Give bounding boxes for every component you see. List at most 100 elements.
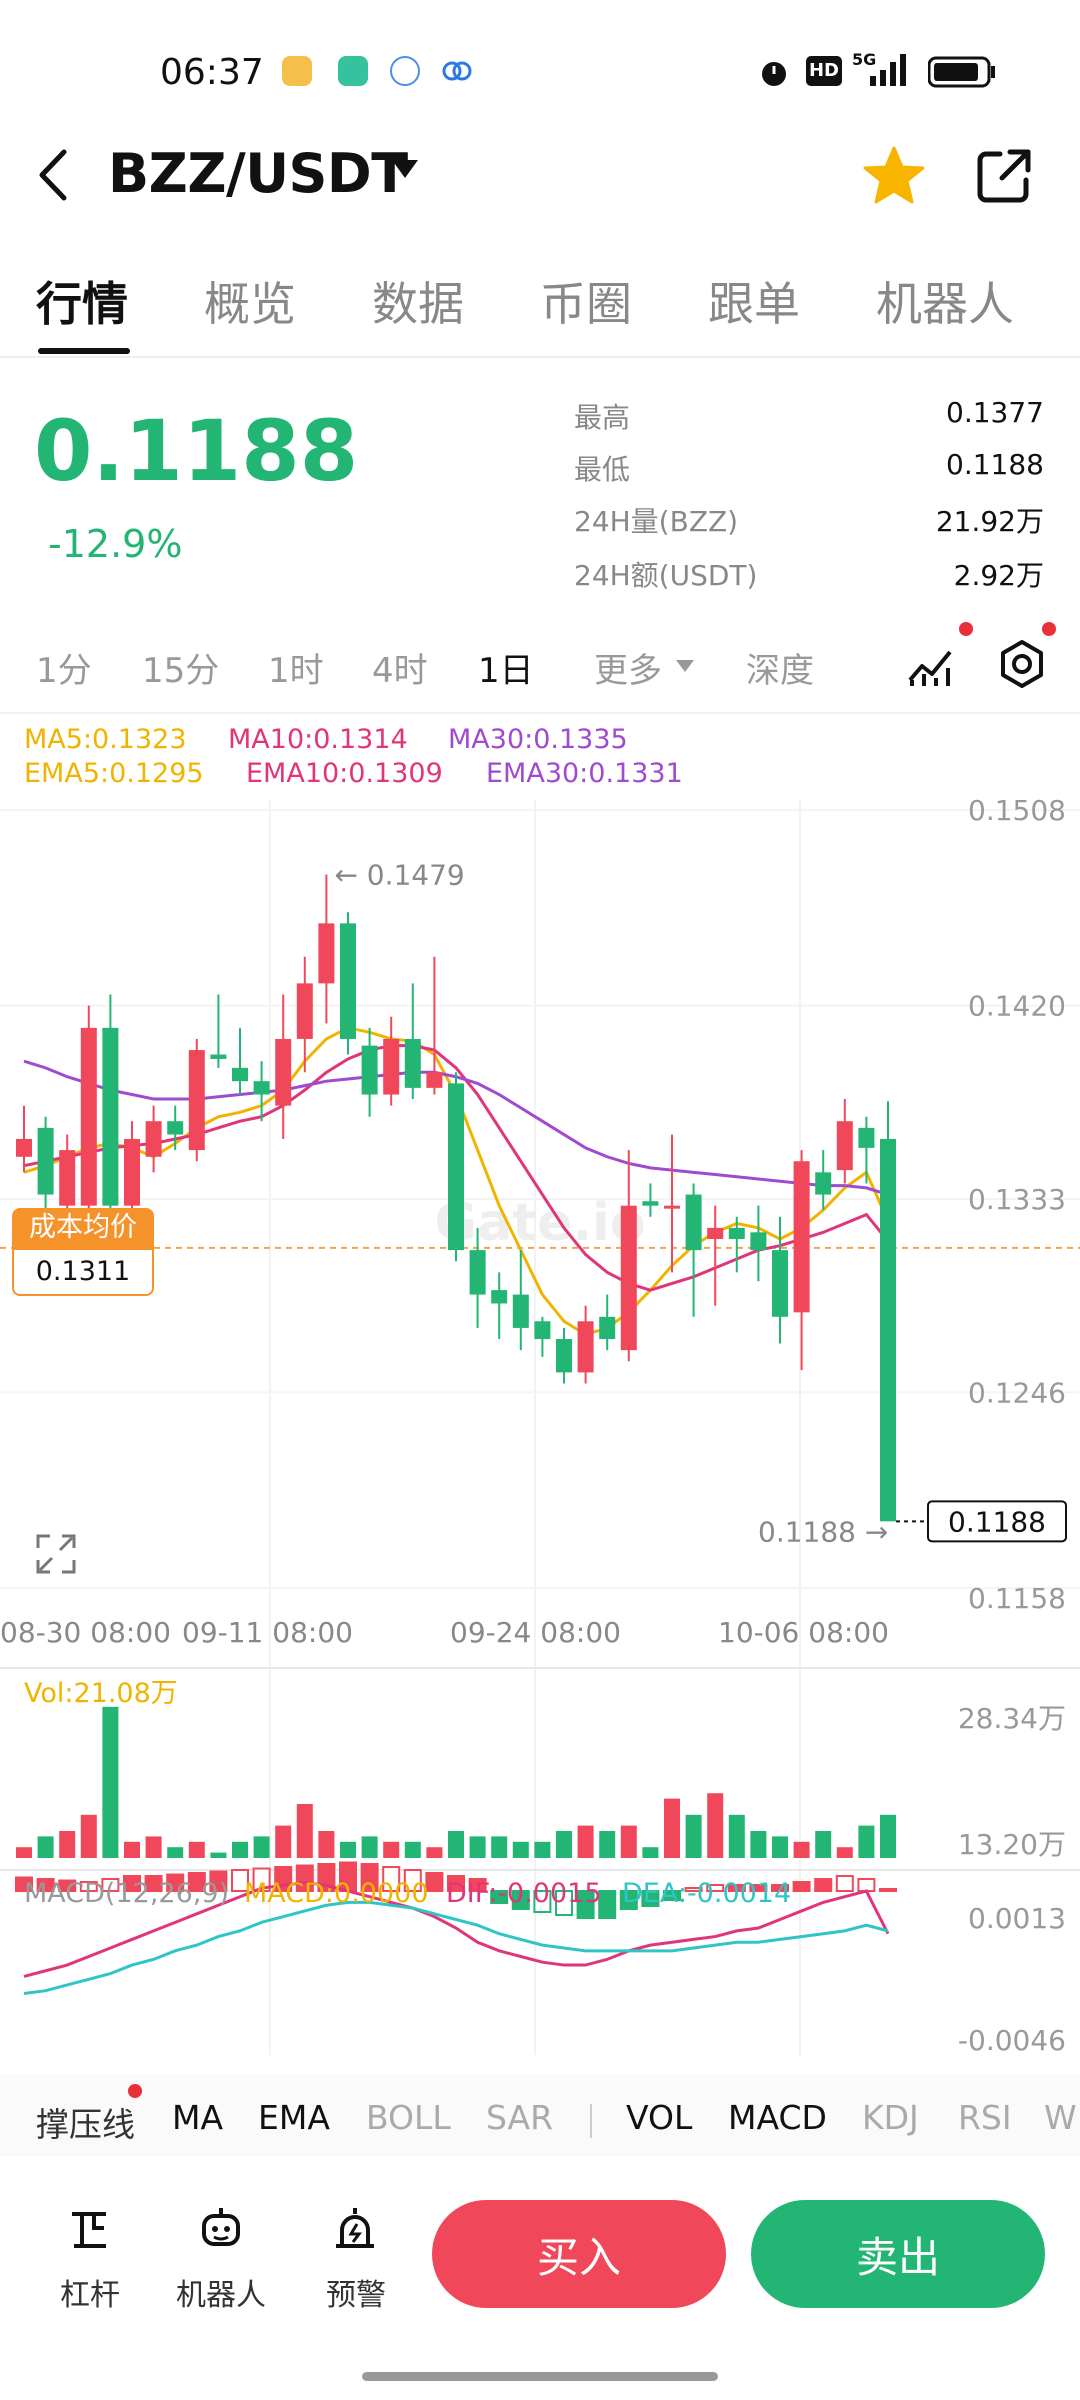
indicator-settings-icon[interactable] <box>906 640 956 690</box>
indicator-tab-kdj[interactable]: KDJ <box>862 2098 919 2137</box>
timeframe-4h[interactable]: 4时 <box>372 651 428 691</box>
candle <box>59 1150 76 1206</box>
home-indicator[interactable] <box>362 2372 718 2381</box>
macd-histogram-bar <box>533 1890 552 1914</box>
candle <box>383 1038 400 1095</box>
ema30-legend: EMA30:0.1331 <box>486 758 683 789</box>
tab-data[interactable]: 数据 <box>372 277 464 331</box>
indicator-tab-ma[interactable]: MA <box>172 2098 224 2137</box>
candle <box>836 1121 853 1171</box>
candle <box>232 1067 248 1082</box>
ema10-legend: EMA10:0.1309 <box>246 758 443 789</box>
leverage-icon[interactable] <box>64 2204 114 2254</box>
indicator-tab-vol[interactable]: VOL <box>626 2098 693 2137</box>
tab-overview[interactable]: 概览 <box>204 277 296 331</box>
volume-bar <box>577 1825 594 1858</box>
tab-market[interactable]: 行情 <box>36 277 128 331</box>
tab-copy-trade[interactable]: 跟单 <box>708 277 800 331</box>
pair-dropdown-icon[interactable] <box>392 160 418 178</box>
volume-axis-label: 28.34万 <box>958 1702 1066 1735</box>
alert-label[interactable]: 预警 <box>326 2278 386 2313</box>
stat-value-high: 0.1377 <box>946 396 1044 429</box>
volume-bar <box>836 1847 853 1858</box>
macd-histogram-bar <box>79 1881 98 1893</box>
indicator-tab-macd[interactable]: MACD <box>728 2098 827 2137</box>
candle <box>145 1121 162 1157</box>
price-axis-label: 0.1420 <box>968 990 1066 1023</box>
notification-dot <box>959 622 973 636</box>
timeframe-1h[interactable]: 1时 <box>268 651 324 691</box>
macd-histogram-bar <box>598 1890 617 1920</box>
volume-bar <box>80 1814 97 1858</box>
date-axis-label: 10-06 08:00 <box>718 1616 889 1649</box>
macd-histogram-bar <box>857 1878 876 1893</box>
favorite-star-icon[interactable] <box>862 144 926 208</box>
volume-bar <box>383 1841 400 1858</box>
volume-bar <box>556 1831 572 1858</box>
leverage-label[interactable]: 杠杆 <box>60 2278 120 2313</box>
tab-underline <box>38 348 130 354</box>
candle <box>556 1339 572 1373</box>
app-notification-icon <box>390 56 420 86</box>
volume-bar <box>664 1798 680 1858</box>
macd-histogram-bar <box>835 1875 854 1893</box>
tab-community[interactable]: 币圈 <box>540 277 632 331</box>
volume-bar <box>340 1841 356 1858</box>
divider <box>0 712 1080 714</box>
indicator-tab-support-resistance[interactable]: 撑压线 <box>36 2105 135 2144</box>
pair-title[interactable]: BZZ/USDT <box>108 142 408 205</box>
candle <box>685 1194 702 1251</box>
indicator-tab-ema[interactable]: EMA <box>258 2098 330 2137</box>
fullscreen-icon[interactable] <box>34 1532 78 1576</box>
indicator-tab-sar[interactable]: SAR <box>486 2098 554 2137</box>
indicator-tab-rsi[interactable]: RSI <box>958 2098 1012 2137</box>
change-percent: -12.9% <box>48 522 183 566</box>
volume-bar <box>426 1847 443 1858</box>
macd-legend: MACD:0.0000 <box>244 1878 429 1909</box>
macd-histogram-bar <box>403 1869 422 1893</box>
volume-bar <box>167 1847 184 1858</box>
macd-histogram-bar <box>295 1864 314 1893</box>
candle <box>16 1138 32 1157</box>
macd-histogram-bar <box>619 1890 638 1911</box>
kline-chart[interactable]: Gate.io ← 0.1479 0.1188 → 0.1188 0.1508 0.1… <box>0 780 1080 2060</box>
ma10-legend: MA10:0.1314 <box>228 724 408 755</box>
indicator-tab-boll[interactable]: BOLL <box>366 2098 451 2137</box>
alert-icon[interactable] <box>330 2204 380 2254</box>
sell-button[interactable]: 卖出 <box>751 2200 1045 2308</box>
candle <box>728 1227 745 1240</box>
volume-bar <box>253 1836 270 1858</box>
robot-icon[interactable] <box>196 2204 246 2254</box>
share-icon[interactable] <box>972 144 1036 208</box>
macd-histogram-bar <box>468 1878 487 1893</box>
tab-bot[interactable]: 机器人 <box>876 277 1014 331</box>
robot-label[interactable]: 机器人 <box>176 2278 266 2313</box>
candle <box>37 1127 54 1195</box>
indicator-tab-more[interactable]: W <box>1044 2098 1077 2137</box>
macd-histogram-bar <box>144 1875 163 1893</box>
last-price: 0.1188 <box>34 402 359 500</box>
signal-icon <box>870 54 906 86</box>
macd-histogram-bar <box>447 1875 465 1893</box>
stat-label-low: 最低 <box>574 453 631 486</box>
depth-button[interactable]: 深度 <box>746 651 814 691</box>
timeframe-1d[interactable]: 1日 <box>478 651 534 691</box>
timeframe-more[interactable]: 更多 <box>594 651 662 691</box>
volume-bar <box>685 1814 702 1858</box>
volume-bar <box>858 1825 875 1858</box>
stat-label-amount: 24H额(USDT) <box>574 559 758 592</box>
hd-icon: HD <box>806 56 842 86</box>
macd-histogram-bar <box>360 1863 379 1893</box>
volume-bar <box>793 1841 810 1858</box>
macd-histogram-bar <box>749 1884 768 1893</box>
dea-legend: DEA:-0.0014 <box>622 1878 791 1909</box>
back-arrow-icon[interactable] <box>30 140 80 210</box>
buy-button[interactable]: 买入 <box>432 2200 726 2308</box>
timeframe-1m[interactable]: 1分 <box>36 651 92 691</box>
settings-gear-icon[interactable] <box>996 638 1048 690</box>
more-caret-icon[interactable] <box>676 660 694 672</box>
timeframe-15m[interactable]: 15分 <box>142 651 220 691</box>
macd-histogram-bar <box>490 1890 509 1905</box>
divider <box>590 2104 592 2138</box>
volume-bar <box>296 1804 313 1858</box>
